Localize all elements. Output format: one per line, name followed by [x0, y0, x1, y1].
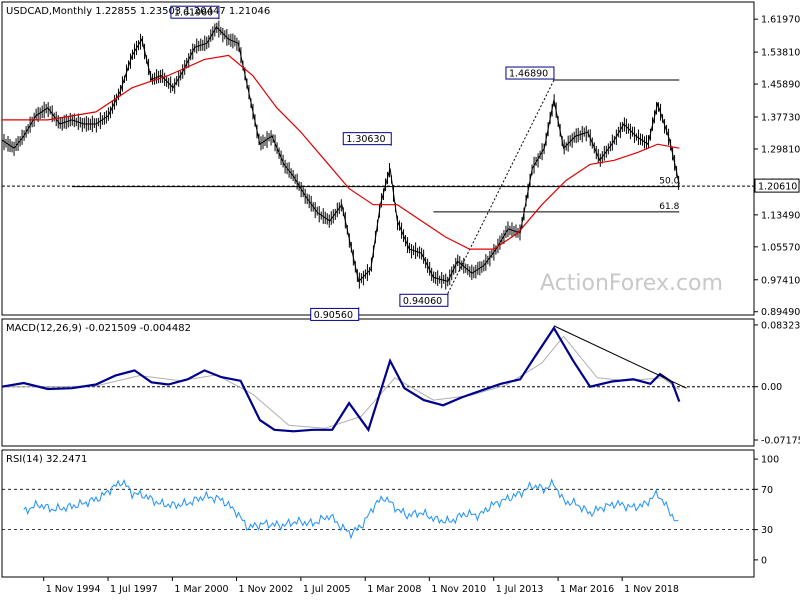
- x-tick-label: 1 Nov 1994: [46, 584, 101, 595]
- price-close-line: [1, 26, 680, 283]
- x-tick-label: 1 Mar 2000: [174, 584, 228, 595]
- swing-label: 1.46890: [509, 69, 548, 80]
- swing-label-box: [342, 132, 392, 146]
- macd-y-label: -0.071752: [761, 435, 800, 446]
- swing-labels: 1.61960 1.30630 0.90560 0.94060 1.46890: [170, 5, 555, 321]
- macd-panel-header: MACD(12,26,9) -0.021509 -0.004482: [6, 323, 191, 334]
- macd-panel-frame: [1, 318, 755, 447]
- rsi-line: [23, 478, 679, 540]
- macd-y-label: 0.083235: [761, 320, 800, 331]
- price-y-label: 1.13490: [761, 210, 800, 221]
- swing-label-box: [399, 293, 449, 307]
- swing-label-box: [505, 66, 555, 80]
- swing-label: 1.30630: [346, 134, 385, 145]
- rsi-panel-header: RSI(14) 32.2471: [6, 454, 87, 465]
- macd-y-axis: 0.083235 0.00 -0.071752: [2, 320, 800, 446]
- current-price-label: 1.20610: [758, 182, 797, 193]
- swing-label: 0.90560: [314, 310, 353, 321]
- watermark: ActionForex.com: [540, 271, 723, 296]
- price-guide-lines: 1.20610 50.0 61.8: [2, 79, 800, 294]
- x-tick-label: 1 Jul 1997: [110, 584, 158, 595]
- x-tick-label: 1 Nov 2002: [239, 584, 294, 595]
- price-y-label: 1.29810: [761, 144, 800, 155]
- rsi-y-label: 100: [761, 455, 779, 466]
- current-price-box: [754, 178, 800, 193]
- price-y-label: 1.61970: [761, 15, 800, 26]
- fib-label: 61.8: [659, 202, 679, 212]
- price-y-label: 1.37730: [761, 113, 800, 124]
- x-tick-label: 1 Nov 2018: [624, 584, 679, 595]
- x-tick-label: 1 Mar 2008: [367, 584, 421, 595]
- price-y-axis: 1.619701.538101.458901.377301.298101.216…: [754, 15, 800, 318]
- x-tick-label: 1 Jul 2013: [496, 584, 544, 595]
- sma-line: [2, 54, 680, 250]
- price-y-label: 1.53810: [761, 48, 800, 59]
- price-y-label: 0.89490: [761, 307, 800, 318]
- rsi-y-label: 70: [761, 485, 773, 496]
- macd-y-label: 0.00: [761, 382, 782, 393]
- swing-label: 0.94060: [403, 296, 442, 307]
- x-tick-label: 1 Jul 2005: [303, 584, 351, 595]
- price-y-label: 0.97410: [761, 275, 800, 286]
- x-tick-label: 1 Nov 2010: [431, 584, 486, 595]
- rsi-y-axis: 100 70 30 0: [2, 455, 779, 566]
- swing-label-box: [310, 307, 360, 321]
- price-y-label: 1.45890: [761, 80, 800, 91]
- swing-label: 1.61960: [174, 8, 213, 19]
- rsi-panel-frame: [1, 449, 755, 578]
- x-tick-label: 1 Mar 2016: [560, 584, 614, 595]
- price-panel-frame: [1, 1, 755, 316]
- rsi-y-label: 30: [761, 525, 773, 536]
- macd-trend-line: [553, 325, 687, 389]
- macd-line: [1, 326, 681, 433]
- swing-label-box: [170, 5, 220, 19]
- fib-label: 50.0: [659, 177, 679, 187]
- price-y-label: 1.05570: [761, 242, 800, 253]
- price-panel-header: USDCAD,Monthly 1.22855 1.23503 1.20447 1…: [6, 6, 270, 17]
- time-x-axis: 1 Nov 1994 1 Jul 1997 1 Mar 2000 1 Nov 2002…: [43, 577, 679, 595]
- rsi-y-label: 0: [761, 555, 767, 566]
